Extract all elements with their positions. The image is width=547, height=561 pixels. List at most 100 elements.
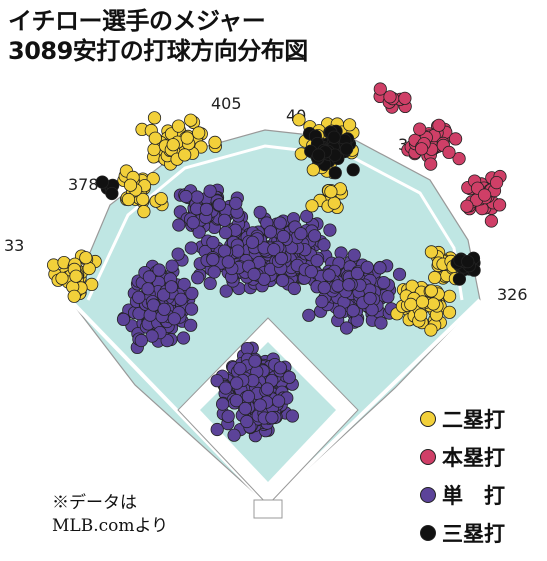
hit-dot	[265, 411, 279, 425]
hit-dot	[206, 235, 220, 250]
hit-dot	[79, 251, 93, 265]
hit-dot	[346, 163, 360, 177]
hit-dot	[310, 254, 324, 268]
hit-dot	[206, 252, 220, 267]
hit-dot	[253, 398, 267, 412]
hit-dot	[245, 235, 260, 249]
legend-swatch	[420, 487, 436, 503]
hit-dot	[247, 267, 261, 281]
hit-dot	[273, 361, 287, 375]
hit-dot	[324, 185, 338, 199]
hit-dot	[136, 192, 150, 206]
hit-dot	[229, 196, 243, 210]
hit-dot	[275, 273, 290, 288]
hit-dot	[166, 138, 180, 152]
hit-dot	[323, 223, 337, 237]
hit-dot	[327, 196, 341, 210]
hit-dot	[184, 241, 198, 255]
hit-dot	[271, 394, 286, 408]
hit-dot	[184, 318, 198, 332]
home-plate-area	[253, 499, 283, 519]
hit-dot	[302, 308, 316, 322]
hit-dot	[414, 142, 429, 156]
foul-line-right	[266, 298, 482, 507]
hit-dot	[184, 113, 198, 127]
hit-dot	[217, 213, 232, 227]
hit-dot	[191, 271, 205, 285]
hit-dot	[374, 316, 388, 330]
hit-dot	[448, 132, 463, 146]
hit-dot	[328, 166, 342, 180]
hit-dot	[489, 176, 504, 190]
hit-dot	[267, 243, 281, 257]
hit-dot	[426, 297, 440, 311]
distance-label: 33	[4, 236, 24, 255]
hit-dot	[398, 91, 412, 105]
distance-label: 326	[497, 285, 528, 304]
legend-item: 本塁打	[420, 438, 505, 476]
hit-dot	[199, 202, 214, 216]
hit-dot	[285, 409, 299, 423]
hit-dot	[373, 82, 387, 96]
hit-dot	[171, 247, 185, 261]
hit-dot	[392, 267, 407, 281]
hit-dot	[167, 312, 181, 326]
hit-dot	[141, 282, 155, 296]
hit-dot	[317, 238, 331, 252]
legend-label: 三塁打	[442, 522, 505, 546]
legend-label: 単 打	[442, 484, 505, 508]
legend-swatch	[420, 525, 436, 541]
hit-dot	[219, 381, 233, 395]
hit-dot	[428, 270, 442, 285]
hit-dot	[452, 152, 466, 166]
hit-dot	[381, 290, 395, 304]
hit-dot	[147, 111, 162, 125]
hit-dot	[227, 428, 241, 442]
hit-dot	[311, 148, 326, 162]
title-line-2: 3089安打の打球方向分布図	[8, 37, 308, 65]
hit-dot	[260, 382, 274, 396]
hit-dot	[55, 271, 69, 285]
title-line-1: イチロー選手のメジャー	[8, 7, 266, 35]
hit-dot	[221, 255, 235, 269]
hit-dot	[360, 260, 374, 274]
note-line-2: MLB.comより	[52, 516, 169, 536]
hit-dot	[339, 142, 354, 156]
legend-label: 二塁打	[442, 408, 505, 432]
hit-dot	[492, 198, 507, 212]
hit-dot	[424, 245, 438, 259]
hit-dot	[322, 268, 336, 282]
hit-dot	[442, 145, 456, 159]
hit-dot	[210, 422, 224, 437]
source-note: ※データは MLB.comより	[52, 492, 168, 538]
hit-dot	[190, 190, 204, 204]
legend-swatch	[420, 411, 436, 427]
distance-label: 378	[68, 175, 99, 194]
hit-dot	[477, 188, 492, 202]
hit-dot	[105, 186, 119, 201]
hit-dot	[240, 414, 254, 429]
legend: 二塁打 本塁打 単 打 三塁打	[420, 400, 505, 552]
hit-dot	[238, 401, 252, 416]
distance-label: 405	[211, 94, 242, 113]
hit-dot	[221, 409, 235, 423]
hit-dot	[300, 209, 314, 223]
hit-dot	[192, 126, 206, 140]
hit-dot	[342, 278, 356, 292]
hit-dot	[306, 163, 320, 177]
hit-dot	[342, 118, 357, 132]
hit-dot	[152, 263, 166, 277]
hit-dot	[137, 205, 151, 219]
hit-dot	[171, 119, 186, 133]
hit-dot	[177, 277, 191, 291]
hit-dot	[157, 302, 171, 316]
legend-item: 三塁打	[420, 514, 505, 552]
hit-dot	[212, 198, 226, 212]
hit-dots	[46, 82, 507, 443]
hit-dot	[432, 118, 446, 132]
hit-dot	[179, 189, 193, 204]
hit-dot	[414, 308, 428, 322]
hit-dot	[231, 244, 245, 258]
hit-dot	[248, 354, 262, 368]
